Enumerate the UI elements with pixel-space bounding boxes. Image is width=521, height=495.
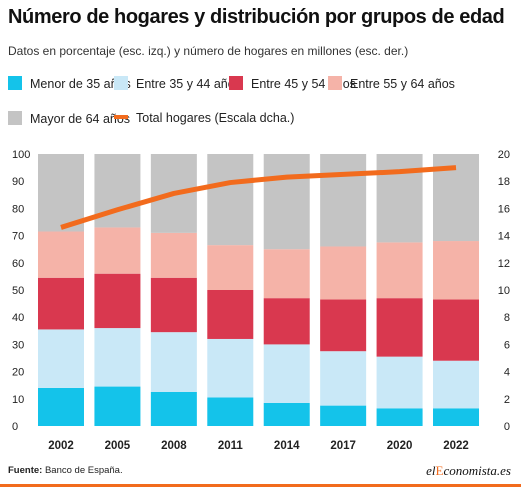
bar-segment — [38, 154, 84, 232]
y-left-tick-label: 0 — [12, 421, 18, 433]
legend-label: Entre 55 y 64 años — [350, 77, 455, 91]
y-right-tick-label: 4 — [504, 367, 510, 379]
y-right-tick-label: 0 — [504, 421, 510, 433]
bar-segment — [320, 246, 367, 300]
y-left-tick-label: 70 — [12, 231, 24, 243]
bar-segment — [207, 338, 254, 398]
y-right-tick-label: 6 — [504, 339, 510, 351]
legend-swatch — [8, 76, 22, 90]
bottom-rule — [0, 484, 521, 487]
y-left-tick-label: 10 — [12, 394, 24, 406]
y-right-tick-label: 14 — [498, 231, 510, 243]
y-right-tick-label: 18 — [498, 176, 510, 188]
legend-swatch — [8, 111, 22, 125]
bar-segment — [433, 241, 480, 300]
bar-segment — [38, 387, 84, 426]
y-left-tick-label: 50 — [12, 285, 24, 297]
bar-segment — [207, 290, 254, 339]
bar-segment — [38, 329, 84, 388]
y-right-tick-label: 20 — [498, 149, 510, 161]
bar-segment — [207, 154, 254, 246]
legend-label: Entre 35 y 44 años — [136, 77, 241, 91]
bar-segment — [38, 277, 84, 330]
bar-segment — [376, 298, 423, 357]
y-right-tick-label: 16 — [498, 203, 510, 215]
legend-label: Mayor de 64 años — [30, 112, 131, 126]
x-tick-label: 2002 — [48, 440, 74, 452]
legend-item-mayor-64: Mayor de 64 años — [8, 111, 130, 126]
y-right-tick-label: 8 — [504, 312, 510, 324]
bar-segment — [263, 298, 310, 345]
bar-segment — [38, 231, 84, 278]
bar-segment — [150, 277, 197, 333]
bar-segment — [94, 227, 141, 274]
bar-segment — [263, 402, 310, 426]
bar-segment — [433, 299, 480, 361]
y-right-tick-label: 12 — [498, 258, 510, 270]
bar-segment — [376, 356, 423, 409]
chart-subtitle: Datos en porcentaje (esc. izq.) y número… — [8, 44, 409, 58]
bar-segment — [376, 154, 423, 243]
bar-segment — [320, 351, 367, 406]
bar-segment — [263, 344, 310, 403]
x-tick-label: 2005 — [105, 440, 131, 452]
bar-segment — [320, 299, 367, 352]
x-tick-label: 2017 — [330, 440, 356, 452]
legend-label: Total hogares (Escala dcha.) — [136, 111, 295, 125]
y-left-tick-label: 80 — [12, 203, 24, 215]
x-tick-label: 2011 — [218, 440, 244, 452]
bar-segment — [320, 154, 367, 247]
legend-item-menor-35: Menor de 35 años — [8, 76, 131, 91]
x-tick-label: 2020 — [387, 440, 413, 452]
bar-segment — [376, 408, 423, 426]
x-tick-label: 2022 — [443, 440, 469, 452]
legend-item-35-44: Entre 35 y 44 años — [114, 76, 241, 91]
bar-segment — [94, 328, 141, 387]
bar-segment — [263, 154, 310, 250]
bar-segment — [207, 245, 254, 290]
legend-swatch — [328, 76, 342, 90]
legend-item-total-hogares: Total hogares (Escala dcha.) — [114, 111, 294, 125]
brand-logo: elEconomista.es — [426, 463, 511, 478]
legend-item-55-64: Entre 55 y 64 años — [328, 76, 455, 91]
chart-plot: 0102030405060708090100024681012141618202… — [12, 149, 510, 452]
total-hogares-line — [60, 165, 457, 230]
source-text: Banco de España. — [44, 465, 123, 476]
bar-segment — [433, 360, 480, 409]
bar-segment — [94, 273, 141, 329]
y-left-tick-label: 20 — [12, 367, 24, 379]
x-tick-label: 2008 — [161, 440, 187, 452]
y-left-tick-label: 40 — [12, 312, 24, 324]
y-right-tick-label: 2 — [504, 394, 510, 406]
y-right-tick-label: 10 — [498, 285, 510, 297]
legend-label: Menor de 35 años — [30, 77, 131, 91]
y-left-tick-label: 100 — [12, 149, 30, 161]
bar-segment — [150, 332, 197, 392]
bar-segment — [376, 242, 423, 299]
y-left-tick-label: 30 — [12, 339, 24, 351]
legend-swatch — [229, 76, 243, 90]
x-tick-label: 2014 — [274, 440, 300, 452]
chart-title: Número de hogares y distribución por gru… — [8, 6, 505, 28]
legend-line-swatch — [114, 115, 128, 119]
source-note: Fuente: Banco de España. — [8, 465, 123, 476]
bar-segment — [150, 392, 197, 426]
y-left-tick-label: 60 — [12, 258, 24, 270]
bar-segment — [320, 405, 367, 426]
bar-segment — [433, 408, 480, 426]
bar-segment — [150, 232, 197, 278]
bar-segment — [207, 397, 254, 426]
source-label: Fuente: — [8, 465, 43, 476]
legend-swatch — [114, 76, 128, 90]
y-left-tick-label: 90 — [12, 176, 24, 188]
bar-segment — [94, 386, 141, 426]
bar-segment — [263, 249, 310, 299]
